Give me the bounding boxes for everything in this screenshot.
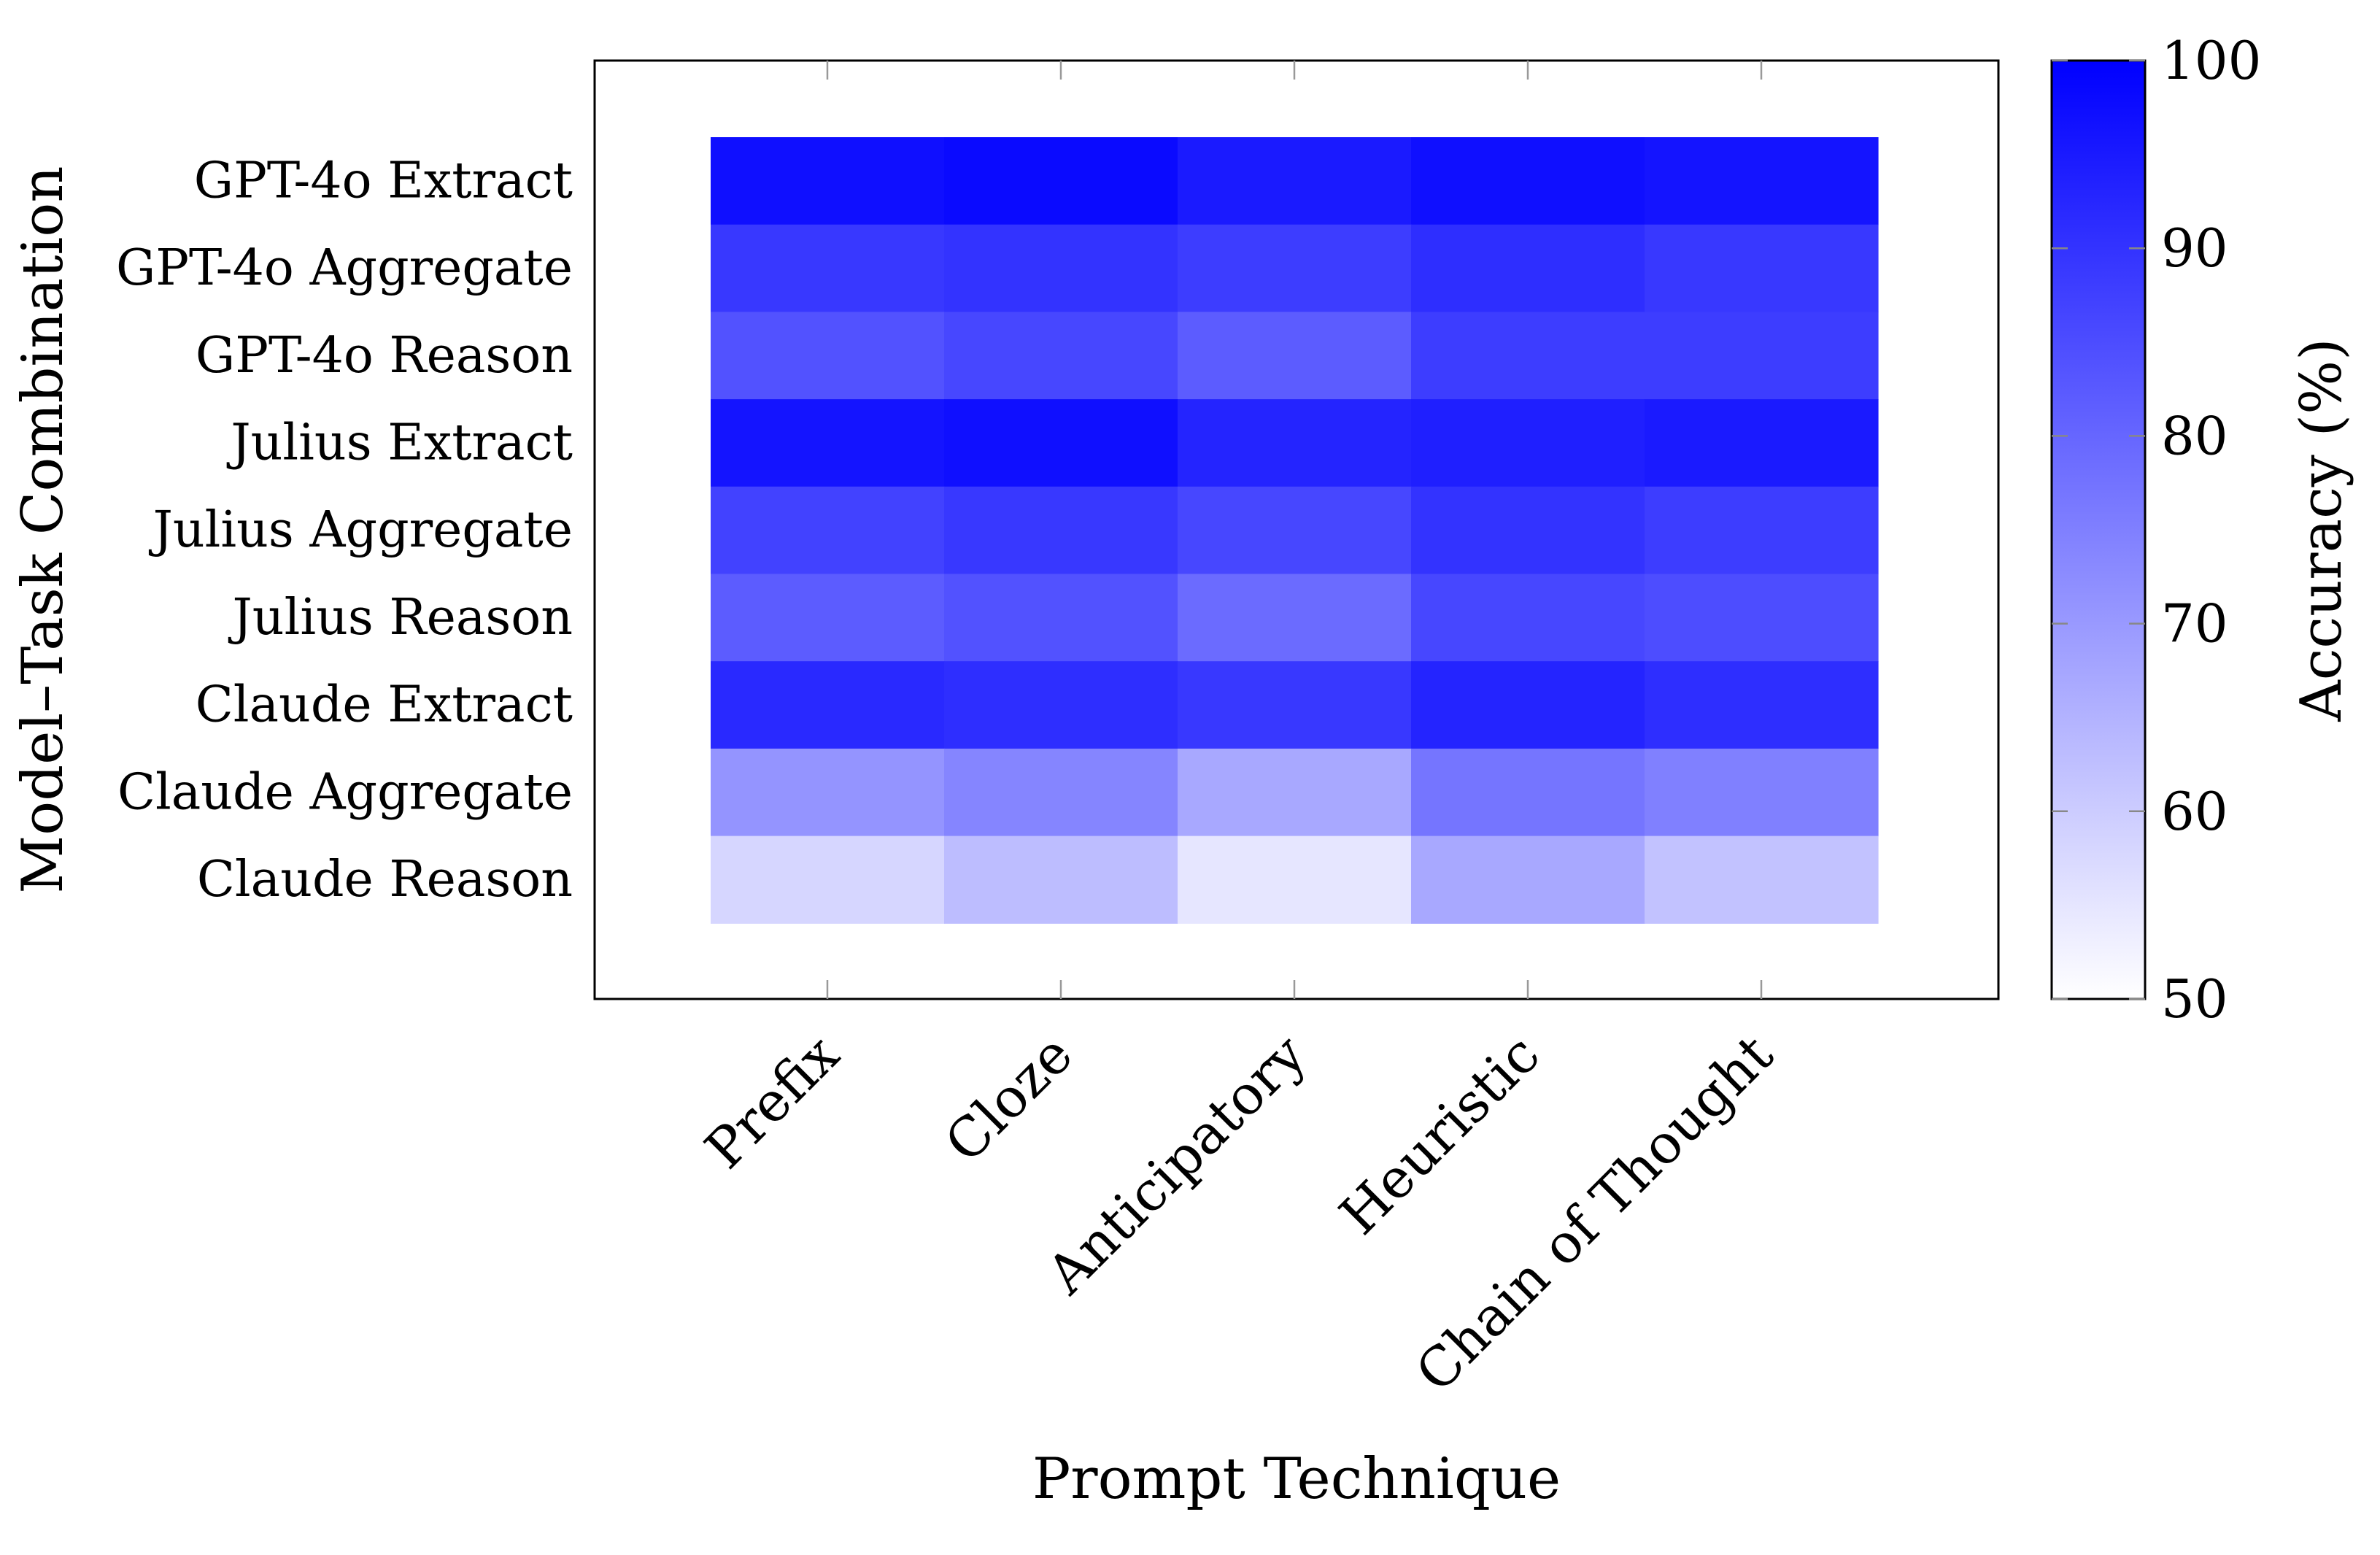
heatmap-cell [1178,486,1412,575]
heatmap-cell [1645,486,1879,575]
y-tick-label: Claude Reason [197,851,573,908]
colorbar-gradient [2050,59,2147,1000]
heatmap-cell [1178,836,1412,924]
heatmap-cell [1178,399,1412,487]
y-tick-label: GPT-4o Reason [196,327,573,385]
y-tick-label: Julius Reason [228,589,573,647]
x-tick-label: Heuristic [1328,1023,1552,1247]
heatmap-cells [711,137,1879,924]
heatmap-cell [1178,137,1412,225]
heatmap-cell [1178,574,1412,662]
heatmap-cell [944,748,1178,837]
y-axis-title: Model–Task Combination [10,166,76,893]
heatmap-cell [1645,748,1879,837]
heatmap-cell [1411,312,1645,400]
heatmap-cell [1411,137,1645,225]
heatmap-cell [1411,836,1645,924]
heatmap-cell [1178,224,1412,312]
y-tick-label: Julius Aggregate [149,501,573,559]
heatmap-cell [711,748,945,837]
heatmap-cell [944,312,1178,400]
colorbar-title: Accuracy (%) [2289,338,2354,722]
heatmap-cell [1645,224,1879,312]
heatmap-cell [711,486,945,575]
heatmap-cell [1411,224,1645,312]
colorbar-tick-label: 70 [2161,593,2228,655]
y-tick-label: Julius Extract [226,414,573,471]
x-tick-label: Cloze [933,1023,1085,1175]
heatmap-cell [1645,574,1879,662]
heatmap-cell [1645,399,1879,487]
heatmap-cell [711,399,945,487]
colorbar-tick-label: 100 [2161,30,2261,91]
heatmap-cell [711,224,945,312]
heatmap-cell [1645,661,1879,749]
heatmap-cell [1645,312,1879,400]
heatmap-cell [711,312,945,400]
colorbar-tick-label: 80 [2161,405,2228,466]
heatmap-cell [711,836,945,924]
heatmap-cell [1178,661,1412,749]
colorbar-tick-label: 60 [2161,781,2228,842]
heatmap-cell [711,661,945,749]
heatmap-cell [1411,748,1645,837]
colorbar-tick-label: 90 [2161,217,2228,279]
heatmap-cell [1178,312,1412,400]
plot-frame [593,59,2000,1000]
y-tick-labels: GPT-4o Extract GPT-4o Aggregate GPT-4o Rea… [116,152,573,908]
y-tick-label: Claude Extract [196,676,573,734]
heatmap-cell [944,486,1178,575]
heatmap-cell [1411,399,1645,487]
y-tick-label: Claude Aggregate [117,763,573,821]
heatmap-cell [711,137,945,225]
heatmap-cell [944,661,1178,749]
heatmap-cell [944,836,1178,924]
heatmap-cell [1645,137,1879,225]
heatmap-cell [944,399,1178,487]
x-axis-title: Prompt Technique [1032,1446,1561,1512]
heatmap-cell [711,574,945,662]
colorbar-ticks: 50 60 70 80 90 100 [2052,30,2261,1030]
x-ticks [826,61,1763,999]
y-tick-label: GPT-4o Aggregate [116,239,573,297]
x-tick-label: Prefix [693,1023,851,1181]
y-tick-label: GPT-4o Extract [194,152,573,209]
heatmap-cell [1645,836,1879,924]
heatmap-cell [944,224,1178,312]
colorbar-tick-label: 50 [2161,968,2228,1030]
heatmap-cell [944,137,1178,225]
heatmap-cell [1411,661,1645,749]
heatmap-cell [1178,748,1412,837]
heatmap-cell [1411,574,1645,662]
colorbar: 50 60 70 80 90 100 Accuracy (%) [2050,30,2354,1030]
heatmap-cell [1411,486,1645,575]
heatmap-cell [944,574,1178,662]
